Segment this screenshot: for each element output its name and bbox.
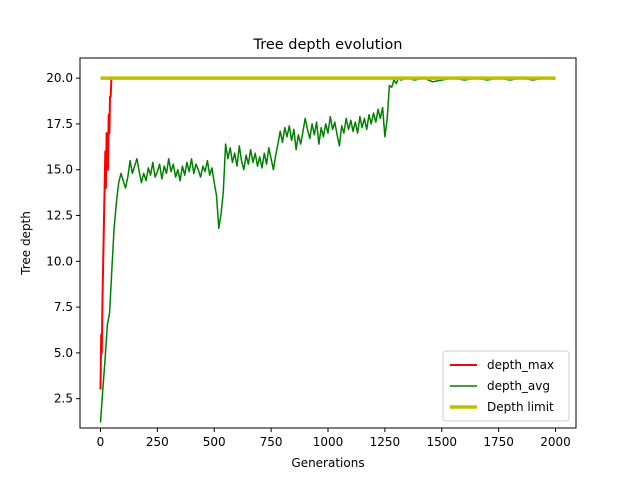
y-tick-label: 15.0 <box>46 163 73 177</box>
plot-lines <box>99 76 556 423</box>
legend-label: depth_max <box>487 358 554 372</box>
x-tick-label: 2000 <box>540 435 571 449</box>
y-tick-label: 12.5 <box>46 209 73 223</box>
y-axis-ticks: 2.5 5.0 7.5 10.0 12.5 15.0 17.5 20.0 <box>46 71 80 406</box>
y-tick-label: 20.0 <box>46 71 73 85</box>
x-tick-label: 1750 <box>483 435 514 449</box>
legend-box <box>442 350 570 422</box>
x-axis-label: Generations <box>291 456 364 470</box>
legend-label: Depth limit <box>487 400 554 414</box>
x-tick-label: 500 <box>203 435 226 449</box>
y-tick-label: 7.5 <box>54 300 73 314</box>
legend: depth_max depth_avg Depth limit <box>442 350 570 422</box>
y-tick-label: 2.5 <box>54 392 73 406</box>
x-axis-ticks: 0 250 500 750 1000 1250 1500 1750 2000 <box>97 428 571 449</box>
series-line-depth-max <box>99 77 556 390</box>
x-tick-label: 750 <box>260 435 283 449</box>
y-tick-label: 5.0 <box>54 346 73 360</box>
chart-title: Tree depth evolution <box>252 37 402 53</box>
x-tick-label: 1000 <box>313 435 344 449</box>
x-tick-label: 1500 <box>426 435 457 449</box>
y-axis-label: Tree depth <box>19 211 33 276</box>
x-tick-label: 0 <box>97 435 105 449</box>
series-line-depth-avg <box>99 77 556 423</box>
x-tick-label: 1250 <box>370 435 401 449</box>
legend-label: depth_avg <box>487 379 550 393</box>
y-tick-label: 10.0 <box>46 254 73 268</box>
x-tick-label: 250 <box>146 435 169 449</box>
y-tick-label: 17.5 <box>46 117 73 131</box>
